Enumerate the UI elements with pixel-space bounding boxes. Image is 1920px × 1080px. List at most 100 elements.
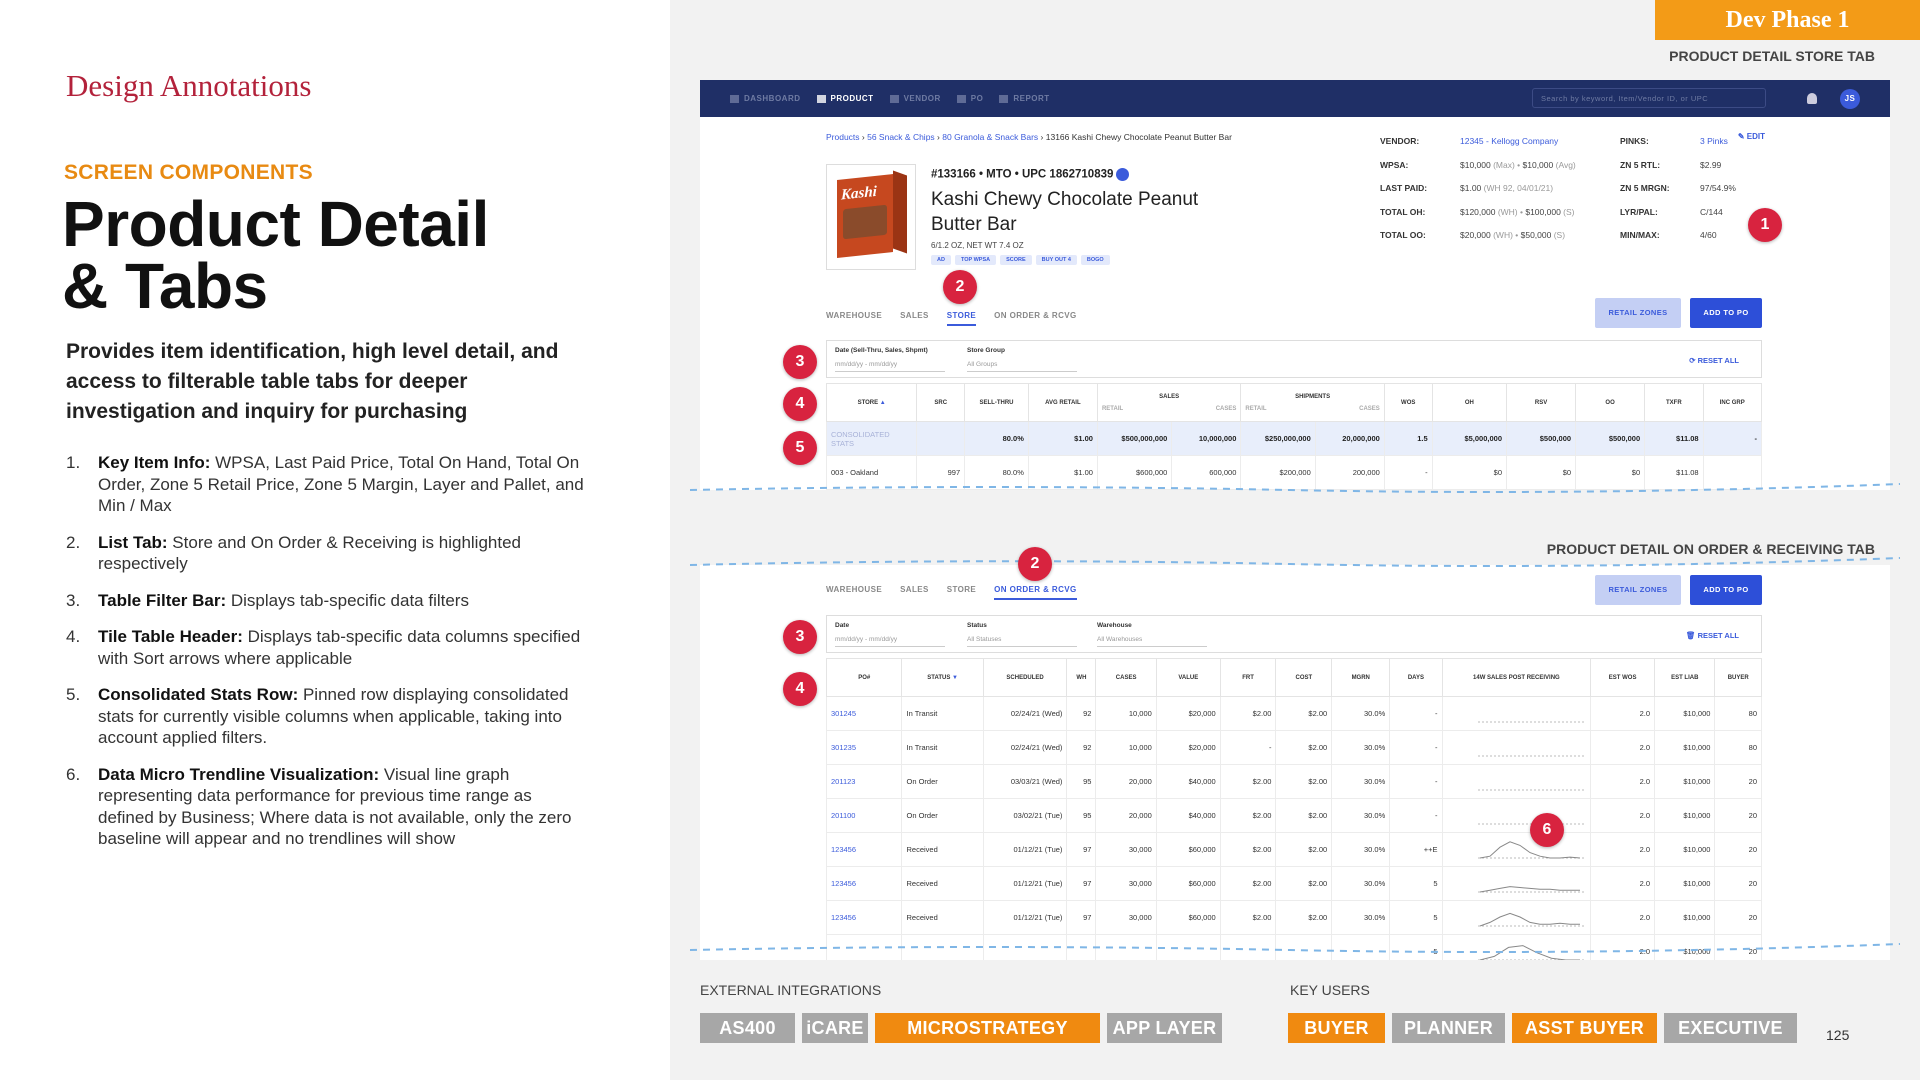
store-filter-bar: Date (Sell-Thru, Sales, Shpmt) mm/dd/yy -…: [826, 340, 1762, 378]
column-header[interactable]: RETAIL: [1101, 405, 1124, 412]
info-value: 97/54.9%: [1700, 177, 1736, 201]
table-cell: In Transit: [901, 730, 984, 765]
column-header[interactable]: SELL-THRU: [964, 383, 1029, 422]
info-value: $20,000 (WH) • $50,000 (S): [1460, 224, 1565, 248]
column-header[interactable]: RETAIL: [1245, 405, 1267, 412]
date-filter[interactable]: Date mm/dd/yy - mm/dd/yy: [835, 622, 945, 647]
column-header-label: SRC: [934, 399, 948, 406]
table-cell: 30.0%: [1331, 798, 1391, 833]
table-row[interactable]: 201100 On Order 03/02/21 (Tue) 95 20,000 $40,…: [825, 798, 1762, 833]
info-value[interactable]: 3 Pinks: [1700, 130, 1728, 154]
tab-store[interactable]: STORE: [946, 311, 977, 326]
column-header[interactable]: STATUS ▼: [901, 658, 984, 697]
edit-button[interactable]: ✎ EDIT: [1737, 132, 1765, 141]
column-header[interactable]: PO#: [825, 658, 903, 697]
table-cell: -: [1219, 730, 1277, 765]
tab-on-order[interactable]: ON ORDER & RCVG: [994, 585, 1077, 600]
breadcrumb-subcategory[interactable]: 80 Granola & Snack Bars: [942, 132, 1039, 142]
table-row[interactable]: 123456 Received 01/12/21 (Tue) 97 30,000 $60,…: [825, 832, 1762, 867]
nav-po[interactable]: PO: [956, 94, 984, 103]
table-cell: $10,000: [1654, 934, 1716, 960]
add-to-po-button[interactable]: ADD TO PO: [1690, 575, 1762, 605]
column-header-label: VALUE: [1178, 674, 1199, 681]
column-header[interactable]: EST LIAB: [1654, 658, 1716, 697]
vendor-icon: [889, 94, 899, 103]
table-row[interactable]: 301235 In Transit 02/24/21 (Wed) 92 10,000 $2…: [825, 730, 1762, 765]
micro-trendline: [1478, 944, 1585, 960]
column-header[interactable]: MGRN: [1331, 658, 1391, 697]
breadcrumb-category[interactable]: 56 Snack & Chips: [867, 132, 935, 142]
column-header[interactable]: SCHEDULED: [982, 658, 1068, 697]
table-cell: 20: [1714, 934, 1762, 960]
column-header[interactable]: WOS: [1383, 383, 1433, 422]
tab-store[interactable]: STORE: [946, 585, 977, 594]
callout-6: 6: [1530, 813, 1564, 847]
note-term: Table Filter Bar:: [98, 590, 227, 610]
column-header[interactable]: OO: [1575, 383, 1646, 422]
warehouse-filter[interactable]: Warehouse All Warehouses: [1097, 622, 1207, 647]
column-header[interactable]: VALUE: [1155, 658, 1221, 697]
po-link[interactable]: 123456: [825, 832, 903, 867]
column-header[interactable]: AVG RETAIL: [1027, 383, 1098, 422]
column-header[interactable]: STORE ▲: [825, 383, 918, 422]
column-header[interactable]: SRC: [916, 383, 966, 422]
po-link[interactable]: 123456: [825, 866, 903, 901]
po-link[interactable]: 301245: [825, 696, 903, 731]
tab-sales[interactable]: SALES: [900, 585, 929, 594]
column-header[interactable]: COST: [1275, 658, 1333, 697]
column-header[interactable]: INC GRP: [1702, 383, 1763, 422]
avatar[interactable]: JS: [1840, 89, 1860, 109]
tab-on-order[interactable]: ON ORDER & RCVG: [994, 311, 1077, 320]
tab-warehouse[interactable]: WAREHOUSE: [826, 311, 883, 320]
status-filter[interactable]: Status All Statuses: [967, 622, 1077, 647]
column-header[interactable]: RSV: [1505, 383, 1577, 422]
table-row[interactable]: 123456 Received 01/12/21 (Tue) 97 30,000 $60,…: [825, 866, 1762, 901]
column-header[interactable]: CASES: [1215, 405, 1237, 412]
retail-zones-button[interactable]: RETAIL ZONES: [1595, 575, 1681, 605]
bell-icon[interactable]: [1807, 93, 1817, 104]
nav-report[interactable]: REPORT: [999, 94, 1049, 103]
reset-all-button[interactable]: 🗑 RESET ALL: [1686, 631, 1739, 640]
po-link[interactable]: 201123: [825, 764, 903, 799]
column-header[interactable]: TXFR: [1644, 383, 1704, 422]
table-row[interactable]: 301245 In Transit 02/24/21 (Wed) 92 10,000 $2…: [825, 696, 1762, 731]
date-filter[interactable]: Date (Sell-Thru, Sales, Shpmt) mm/dd/yy -…: [835, 347, 945, 372]
add-to-po-button[interactable]: ADD TO PO: [1690, 298, 1762, 328]
table-row[interactable]: 201123 On Order 03/03/21 (Wed) 95 20,000 $40,…: [825, 764, 1762, 799]
column-header[interactable]: CASES: [1095, 658, 1157, 697]
table-row[interactable]: 123456 Received 01/12/21 (Tue) 97 30,000 $60,…: [825, 900, 1762, 935]
info-value-main: C/144: [1700, 206, 1723, 217]
breadcrumb-products[interactable]: Products: [826, 132, 860, 142]
tab-sales[interactable]: SALES: [900, 311, 929, 320]
reset-all-button[interactable]: ⟳ RESET ALL: [1689, 356, 1739, 365]
po-link[interactable]: 123456: [825, 900, 903, 935]
nav-vendor[interactable]: VENDOR: [889, 94, 941, 103]
info-value[interactable]: 12345 - Kellogg Company: [1460, 130, 1558, 154]
po-link[interactable]: 201100: [825, 798, 903, 833]
nav-dashboard[interactable]: DASHBOARD: [730, 94, 801, 103]
column-header[interactable]: WH: [1066, 658, 1097, 697]
store-group-filter[interactable]: Store Group All Groups: [967, 347, 1077, 372]
info-value-second: $100,000: [1525, 206, 1561, 217]
table-cell: 2.0: [1590, 764, 1656, 799]
column-header[interactable]: DAYS: [1389, 658, 1443, 697]
po-link[interactable]: 301235: [825, 730, 903, 765]
nav-product[interactable]: PRODUCT: [816, 94, 874, 103]
column-header-label: OH: [1464, 399, 1474, 406]
search-input[interactable]: Search by keyword, Item/Vendor ID, or UP…: [1532, 88, 1766, 108]
column-header-label: BUYER: [1727, 674, 1749, 681]
info-icon[interactable]: [1116, 168, 1130, 181]
column-header[interactable]: OH: [1431, 383, 1508, 422]
annotation-note: 3. Table Filter Bar: Displays tab-specifi…: [66, 590, 586, 612]
column-header[interactable]: BUYER: [1714, 658, 1762, 697]
chip-buyer: BUYER: [1288, 1013, 1385, 1043]
tab-warehouse[interactable]: WAREHOUSE: [826, 585, 883, 594]
column-header[interactable]: 14W SALES POST RECEIVING: [1441, 658, 1592, 697]
retail-zones-button[interactable]: RETAIL ZONES: [1595, 298, 1681, 328]
column-header[interactable]: FRT: [1219, 658, 1277, 697]
table-cell: 2.0: [1590, 900, 1656, 935]
column-header[interactable]: EST WOS: [1590, 658, 1656, 697]
note-term: Key Item Info:: [98, 453, 211, 472]
column-header[interactable]: CASES: [1359, 405, 1380, 412]
consolidated-stats-row: CONSOLIDATED STATS 80.0% $1.00 $500,000,000…: [825, 421, 1763, 456]
